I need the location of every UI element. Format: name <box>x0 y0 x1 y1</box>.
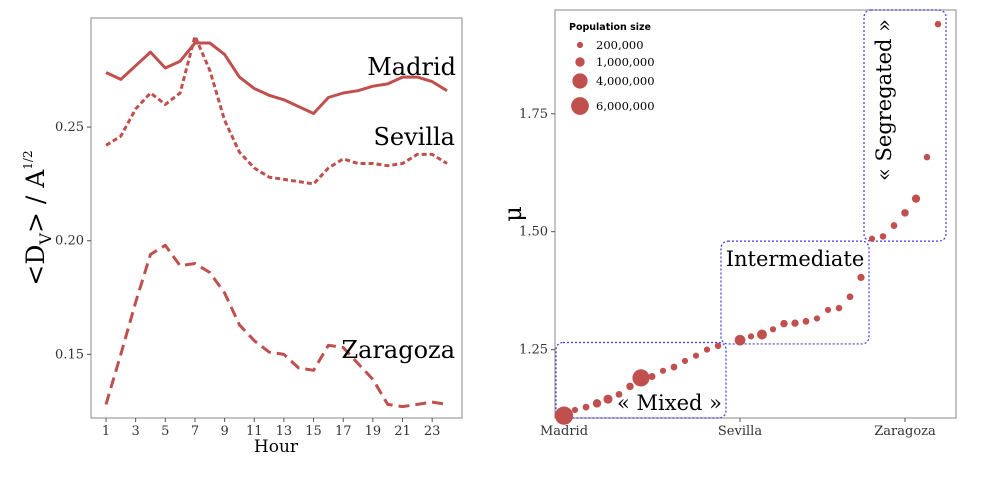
series-line-madrid <box>105 41 448 115</box>
city-point <box>659 367 667 374</box>
left-panel-axes: 0.150.200.251 3 5 7 9 11 13 15 17 19 21 23 <box>55 120 440 439</box>
left-y-tick-label: 0.15 <box>55 347 84 362</box>
city-point <box>757 329 767 340</box>
city-point <box>692 352 700 359</box>
left-x-tick-label: 11 <box>246 424 263 439</box>
legend-swatch <box>572 73 588 89</box>
left-x-tick-label: 13 <box>276 424 293 439</box>
right-x-tick-label: Zaragoza <box>874 424 936 439</box>
city-point <box>554 406 574 425</box>
right-x-tick-label: Sevilla <box>718 424 762 439</box>
right-y-axis-label: μ <box>499 206 527 222</box>
city-point <box>868 235 876 242</box>
y-label-mid: > / A <box>21 169 50 233</box>
group-box <box>555 341 727 419</box>
right-panel-axes: 1.25 1.50 1.75 Madrid Sevilla Zaragoza <box>519 107 936 439</box>
city-point <box>791 319 799 327</box>
series-label-madrid: Madrid <box>367 53 456 81</box>
left-x-tick-label: 7 <box>191 424 199 439</box>
right-y-tick-label: 1.50 <box>519 225 548 240</box>
left-x-tick-label: 1 <box>102 424 110 439</box>
legend-label: 200,000 <box>596 38 644 52</box>
left-panel-frame <box>90 17 463 419</box>
city-point <box>934 20 942 28</box>
series-label-zaragoza: Zaragoza <box>341 336 455 364</box>
city-point <box>615 391 623 398</box>
city-point <box>632 369 650 387</box>
legend-swatch <box>576 41 584 49</box>
legend-label: 4,000,000 <box>596 74 655 88</box>
right-y-tick-label: 1.25 <box>519 343 548 358</box>
right-x-tick-label: Madrid <box>540 424 588 439</box>
left-x-tick-label: 17 <box>335 424 352 439</box>
city-point <box>681 357 689 365</box>
left-x-tick-label: 21 <box>394 424 411 439</box>
legend-title: Population size <box>569 22 651 33</box>
city-point <box>747 333 755 340</box>
city-point <box>714 342 722 350</box>
city-point <box>603 394 613 404</box>
right-panel-group-boxes: « Mixed » Intermediate « Segregated » <box>555 9 947 419</box>
city-point <box>824 306 832 314</box>
city-point <box>703 346 711 353</box>
city-point <box>769 326 777 333</box>
series-line-sevilla <box>105 34 448 186</box>
city-point <box>582 403 590 411</box>
left-panel-series-labels: Madrid Sevilla Zaragoza <box>341 53 456 364</box>
left-x-tick-label: 23 <box>424 424 441 439</box>
legend-label: 1,000,000 <box>596 55 655 69</box>
city-point <box>890 222 898 229</box>
city-point <box>835 304 843 312</box>
left-x-axis-label: Hour <box>254 437 299 457</box>
city-point <box>802 317 810 325</box>
city-point <box>648 372 656 381</box>
left-x-tick-label: 3 <box>132 424 140 439</box>
city-point <box>846 293 854 301</box>
y-label-sub: V <box>36 233 55 246</box>
city-point <box>901 209 909 217</box>
left-x-tick-label: 9 <box>220 424 228 439</box>
y-label-sup: 1/2 <box>21 150 35 169</box>
left-panel-lines <box>104 34 448 409</box>
group-box <box>720 240 870 345</box>
city-point <box>670 363 678 371</box>
left-x-tick-label: 15 <box>305 424 322 439</box>
left-y-tick-label: 0.25 <box>55 120 84 135</box>
group-label: Intermediate <box>726 247 865 271</box>
city-point <box>592 399 602 408</box>
right-y-tick-label: 1.75 <box>519 107 548 122</box>
series-label-sevilla: Sevilla <box>373 123 455 151</box>
city-point <box>734 334 746 346</box>
group-label: « Mixed » <box>617 391 722 415</box>
city-point <box>879 233 887 240</box>
left-y-axis-label: <DV> / A1/2 <box>21 150 55 285</box>
legend-swatch <box>571 97 589 115</box>
city-point <box>813 315 821 322</box>
left-x-tick-label: 19 <box>365 424 382 439</box>
series-line-zaragoza <box>104 243 448 409</box>
city-point <box>626 382 634 391</box>
y-label-main: <D <box>21 245 50 286</box>
city-point <box>923 153 931 161</box>
population-legend: Population size 200,000 1,000,000 4,000,000… <box>569 22 655 115</box>
city-point <box>571 406 579 414</box>
legend-swatch <box>575 57 585 67</box>
city-point <box>780 319 788 328</box>
legend-label: 6,000,000 <box>596 99 655 113</box>
group-label: « Segregated » <box>872 19 896 181</box>
right-panel-frame <box>554 9 957 419</box>
left-y-tick-label: 0.20 <box>55 234 84 249</box>
group-box <box>863 9 947 242</box>
right-panel-points <box>554 20 942 425</box>
city-point <box>911 194 921 203</box>
city-point <box>857 273 865 282</box>
left-x-tick-label: 5 <box>161 424 169 439</box>
